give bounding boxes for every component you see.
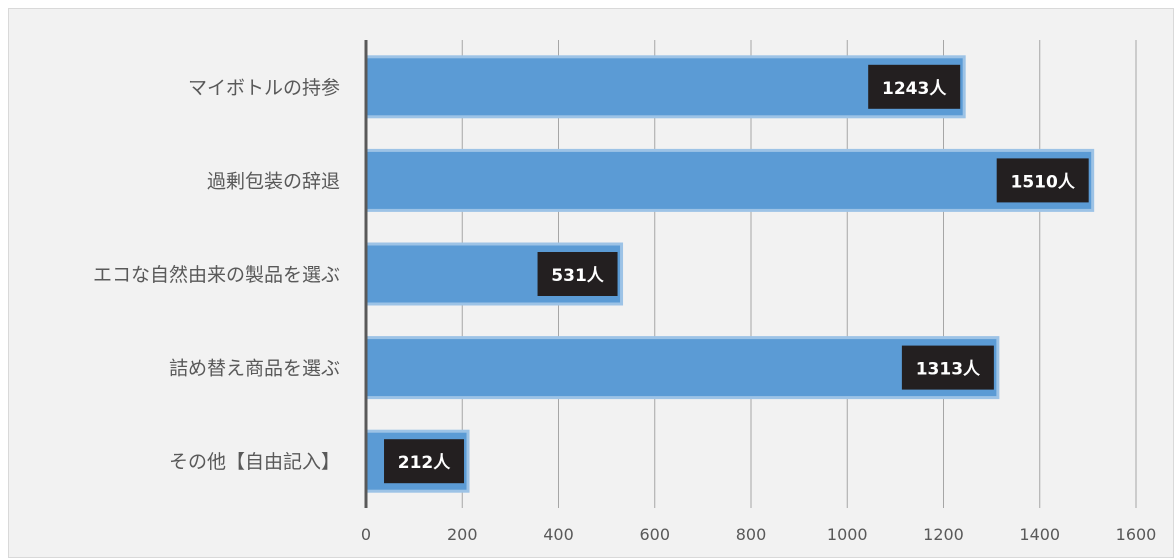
x-tick-label: 600 [639,525,670,544]
data-label: 212人 [398,453,451,473]
x-tick-label: 1000 [827,525,868,544]
x-tick-label: 800 [736,525,767,544]
x-tick-label: 1400 [1019,525,1060,544]
data-label: 1313人 [916,360,981,380]
bars [364,55,1095,493]
bar [364,336,1000,400]
x-tick-label: 1200 [923,525,964,544]
bar [364,55,966,119]
data-label-box [384,439,465,484]
bar [364,148,1095,212]
data-label-box [901,345,994,390]
x-tick-labels: 0 200 400 600 800 1000 1200 1400 1600 [361,525,1156,544]
x-tick-label: 400 [543,525,574,544]
x-tick-label: 1600 [1116,525,1157,544]
category-labels: マイボトルの持参過剰包装の辞退エコな自然由来の製品を選ぶ詰め替え商品を選ぶその他… [93,77,340,473]
data-label: 1510人 [1011,172,1076,192]
category-label: エコな自然由来の製品を選ぶ [93,264,340,286]
data-label-box [868,64,961,109]
category-label: その他【自由記入】 [169,451,340,473]
data-label-box [996,158,1089,203]
data-labels: 1243人 1510人 531人 1313人 212人 [384,64,1089,484]
data-label: 531人 [551,266,604,286]
category-label: 詰め替え商品を選ぶ [169,358,340,380]
x-tick-label: 200 [447,525,478,544]
data-label: 1243人 [882,79,947,99]
data-label-box [537,252,618,296]
category-label: マイボトルの持参 [188,77,340,99]
category-label: 過剰包装の辞退 [207,170,340,192]
x-tick-label: 0 [361,525,371,544]
